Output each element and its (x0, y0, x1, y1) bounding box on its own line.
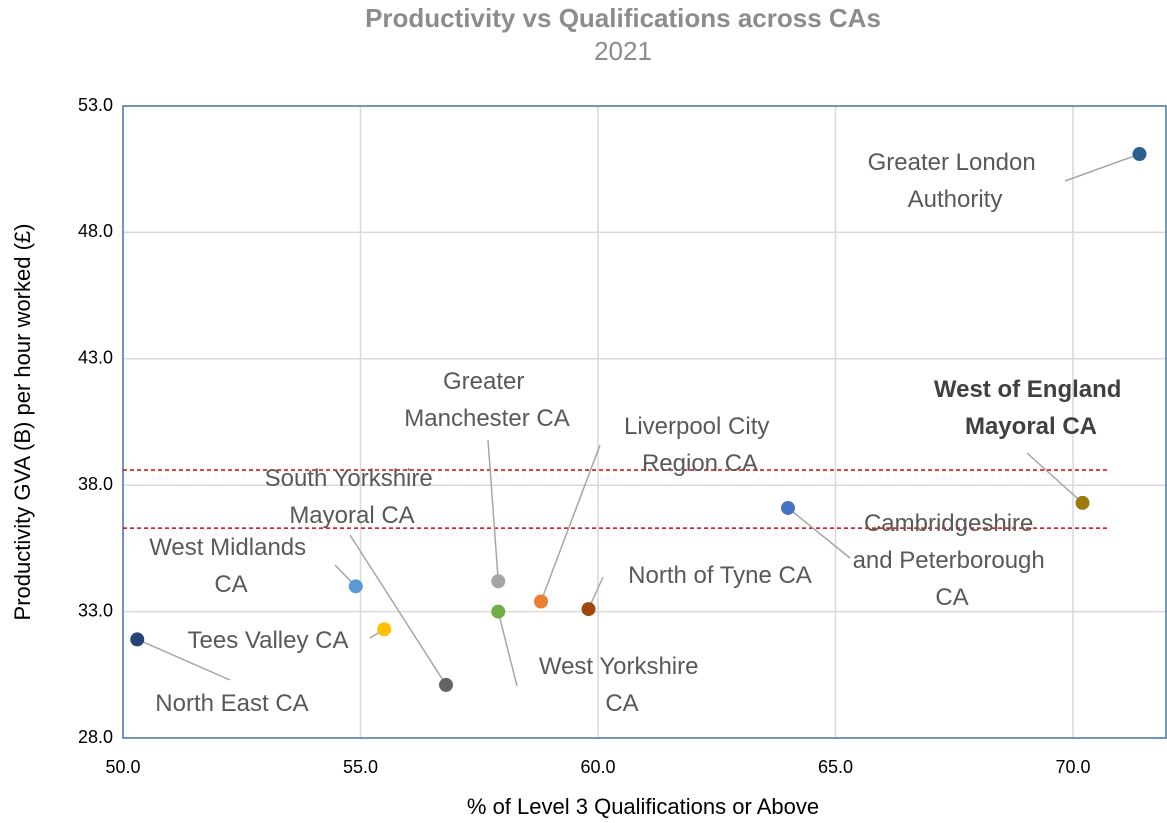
y-tick-label: 43.0 (78, 348, 113, 368)
y-axis-title: Productivity GVA (B) per hour worked (£) (10, 224, 35, 621)
x-tick-label: 70.0 (1055, 757, 1090, 777)
point (581, 602, 596, 617)
point-label: Liverpool City Region CA (624, 413, 776, 477)
leader-line (1026, 452, 1084, 504)
point (534, 594, 548, 609)
x-tick-label: 50.0 (105, 757, 140, 777)
point (348, 579, 363, 594)
leader-line (787, 507, 851, 559)
point (491, 574, 506, 589)
point-label: West Yorkshire CA (539, 653, 705, 717)
point-label: North East CA (155, 690, 308, 717)
point-label: South Yorkshire Mayoral CA (265, 465, 440, 529)
x-tick-label: 55.0 (343, 757, 378, 777)
point (1132, 147, 1147, 162)
leader-line (1064, 153, 1140, 182)
y-tick-label: 33.0 (78, 600, 113, 620)
y-tick-label: 48.0 (78, 221, 113, 241)
chart-subtitle: 2021 (594, 36, 652, 66)
plot-border (122, 105, 1167, 739)
point (377, 622, 392, 637)
point (491, 604, 506, 619)
point (439, 677, 453, 692)
point (130, 632, 145, 647)
leader-line (497, 611, 518, 687)
x-tick-label: 60.0 (580, 757, 615, 777)
point-label: Greater Manchester CA (404, 368, 569, 432)
leader-line (349, 534, 447, 686)
y-tick-label: 38.0 (78, 474, 113, 494)
leader-line (136, 638, 231, 681)
leader-line (487, 439, 499, 582)
point-label: North of Tyne CA (628, 562, 812, 589)
point-label: Cambridgeshire and Peterborough CA (853, 510, 1052, 611)
point (1075, 495, 1090, 510)
x-axis-title: % of Level 3 Qualifications or Above (467, 794, 819, 819)
point-label: West of England Mayoral CA (934, 376, 1128, 440)
chart-title: Productivity vs Qualifications across CA… (365, 3, 881, 33)
leader-line (540, 444, 601, 602)
point-label: Greater London Authority (868, 149, 1043, 213)
point (781, 500, 795, 515)
point-label: West Midlands CA (149, 534, 313, 598)
y-tick-label: 53.0 (78, 95, 113, 115)
y-tick-label: 28.0 (78, 727, 113, 747)
point-label: Tees Valley CA (188, 627, 349, 654)
x-tick-label: 65.0 (818, 757, 853, 777)
